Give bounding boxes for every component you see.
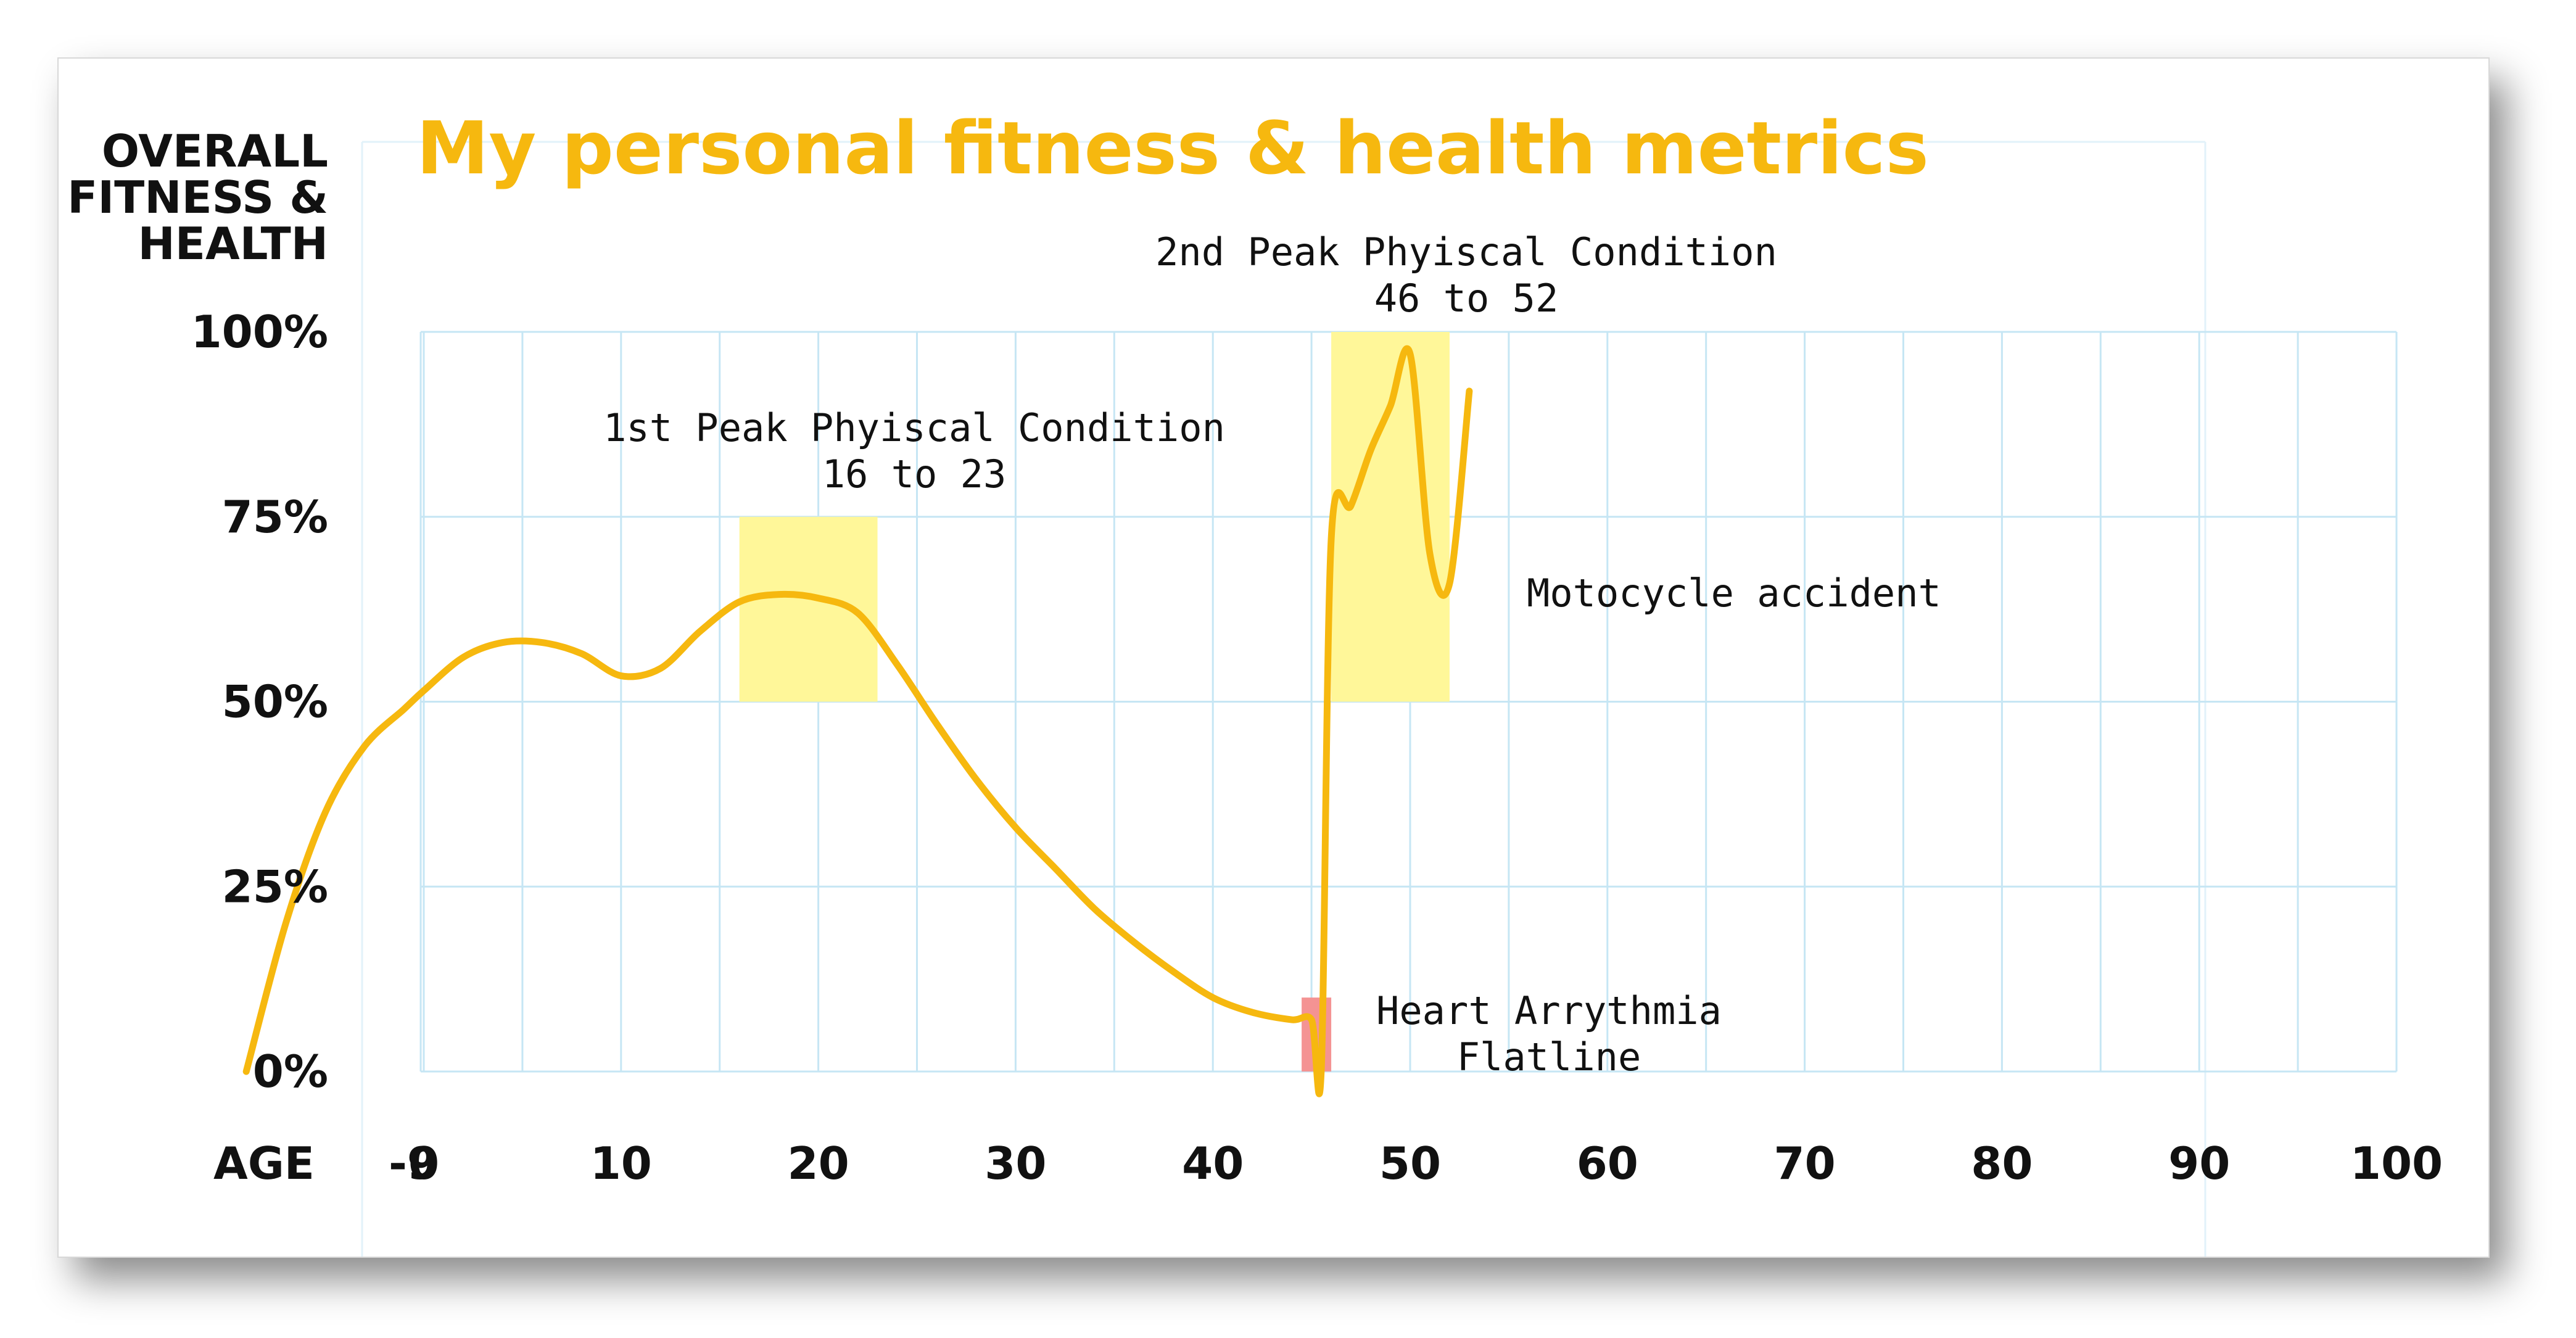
motorcycle-accident-label: Motocycle accident <box>1527 571 1941 616</box>
x-tick-label: 10 <box>590 1138 652 1189</box>
chart-card: My personal fitness & health metrics OVE… <box>57 57 2490 1258</box>
first-peak-label: 16 to 23 <box>822 452 1007 497</box>
x-tick-label: 100 <box>2350 1138 2443 1189</box>
x-tick-label: 30 <box>985 1138 1046 1189</box>
heart-arrhythmia-label: Heart Arrythmia <box>1376 988 1722 1033</box>
y-axis-label-line-1: OVERALL <box>102 125 328 177</box>
x-tick-label: 90 <box>2168 1138 2230 1189</box>
y-axis-label: OVERALL FITNESS & HEALTH <box>67 125 328 270</box>
x-tick-label: 20 <box>787 1138 849 1189</box>
first-peak-label: 1st Peak Phyiscal Condition <box>603 405 1225 450</box>
y-tick-label: 100% <box>191 306 328 358</box>
y-tick-label: 25% <box>222 861 328 912</box>
y-axis-label-line-2: FITNESS & <box>67 171 328 223</box>
y-tick-label: 50% <box>222 676 328 728</box>
chart-title: My personal fitness & health metrics <box>416 105 1929 191</box>
second-peak-label: 46 to 52 <box>1374 276 1559 321</box>
y-tick-label: 0% <box>253 1046 328 1097</box>
x-axis-label: AGE <box>213 1138 315 1189</box>
x-tick-label: 50 <box>1379 1138 1441 1189</box>
y-axis-label-line-3: HEALTH <box>138 218 329 270</box>
x-tick-label: 0 <box>408 1138 439 1189</box>
y-tick-label: 75% <box>222 491 328 543</box>
y-tick-labels: 100% 75% 50% 25% 0% <box>191 306 328 1097</box>
fitness-chart: My personal fitness & health metrics OVE… <box>67 105 2443 1257</box>
heart-arrhythmia-label: Flatline <box>1457 1034 1641 1080</box>
second-peak-label: 2nd Peak Phyiscal Condition <box>1155 229 1777 275</box>
x-tick-label: 40 <box>1182 1138 1244 1189</box>
x-tick-labels: -90 10 20 30 40 50 60 70 80 90 100 <box>389 1138 2443 1189</box>
x-tick-label: 60 <box>1577 1138 1638 1189</box>
grid <box>419 331 2398 1073</box>
x-tick-label: -9 <box>389 1138 438 1189</box>
x-tick-label: 70 <box>1773 1138 1835 1189</box>
peak-region-2 <box>1331 332 1450 702</box>
fitness-line <box>242 345 1473 1097</box>
x-tick-label: 80 <box>1971 1138 2033 1189</box>
